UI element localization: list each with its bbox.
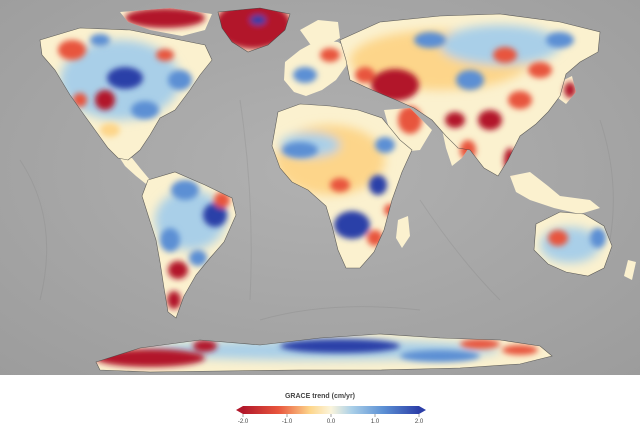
colorbar-tick-label: 1.0 xyxy=(370,419,380,425)
colorbar-tick-label: -2.0 xyxy=(237,419,249,425)
legend-panel xyxy=(0,375,640,434)
legend-title: GRACE trend (cm/yr) xyxy=(284,393,355,400)
colorbar-tick-label: -1.0 xyxy=(281,419,293,425)
coastlines xyxy=(39,7,613,373)
seafloor-relief xyxy=(19,99,614,321)
trend-field xyxy=(58,8,606,367)
world-map xyxy=(0,0,640,375)
colorbar-tick-label: 2.0 xyxy=(414,419,424,425)
colorbar-tick-label: 0.0 xyxy=(326,419,336,425)
map-canvas xyxy=(0,0,640,375)
